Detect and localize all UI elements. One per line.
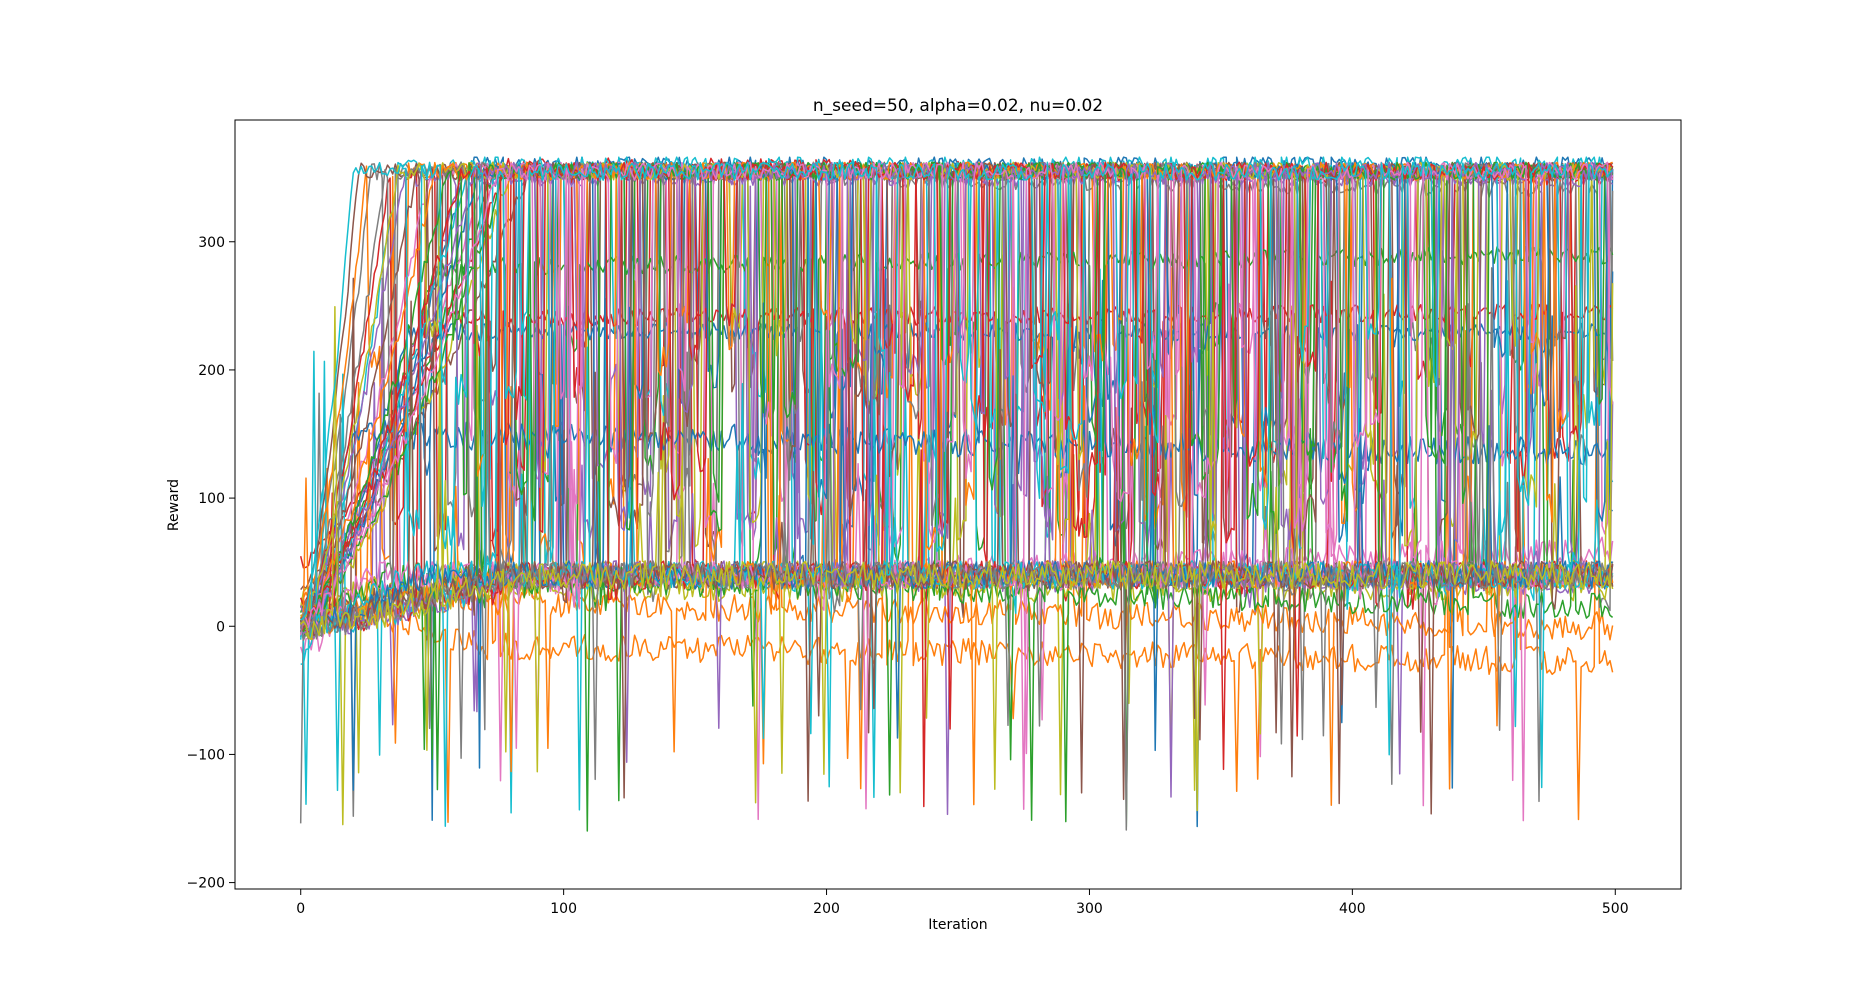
x-tick-label: 100	[550, 901, 577, 917]
y-tick-label: 100	[198, 491, 225, 507]
y-axis-label: Reward	[166, 479, 182, 531]
plot-frame	[234, 119, 1682, 890]
x-tick-label: 300	[1076, 901, 1103, 917]
chart-title: n_seed=50, alpha=0.02, nu=0.02	[813, 96, 1103, 116]
y-tick-label: −100	[187, 747, 225, 763]
series-layer	[299, 156, 1614, 832]
y-tick-label: 0	[216, 619, 225, 635]
x-axis-label: Iteration	[928, 917, 987, 933]
y-axis: −200 −100 0 100 200 300	[187, 235, 235, 892]
series-line-44	[300, 161, 1614, 633]
x-tick-label: 500	[1602, 901, 1629, 917]
y-tick-label: 300	[198, 235, 225, 251]
y-tick-label: 200	[198, 363, 225, 379]
x-axis: 0 100 200 300 400 500	[296, 889, 1629, 917]
series-line-50	[300, 161, 1614, 621]
x-tick-label: 400	[1339, 901, 1366, 917]
series-line-49	[300, 283, 1614, 812]
y-tick-label: −200	[187, 876, 225, 892]
x-tick-label: 200	[813, 901, 840, 917]
x-tick-label: 0	[296, 901, 305, 917]
